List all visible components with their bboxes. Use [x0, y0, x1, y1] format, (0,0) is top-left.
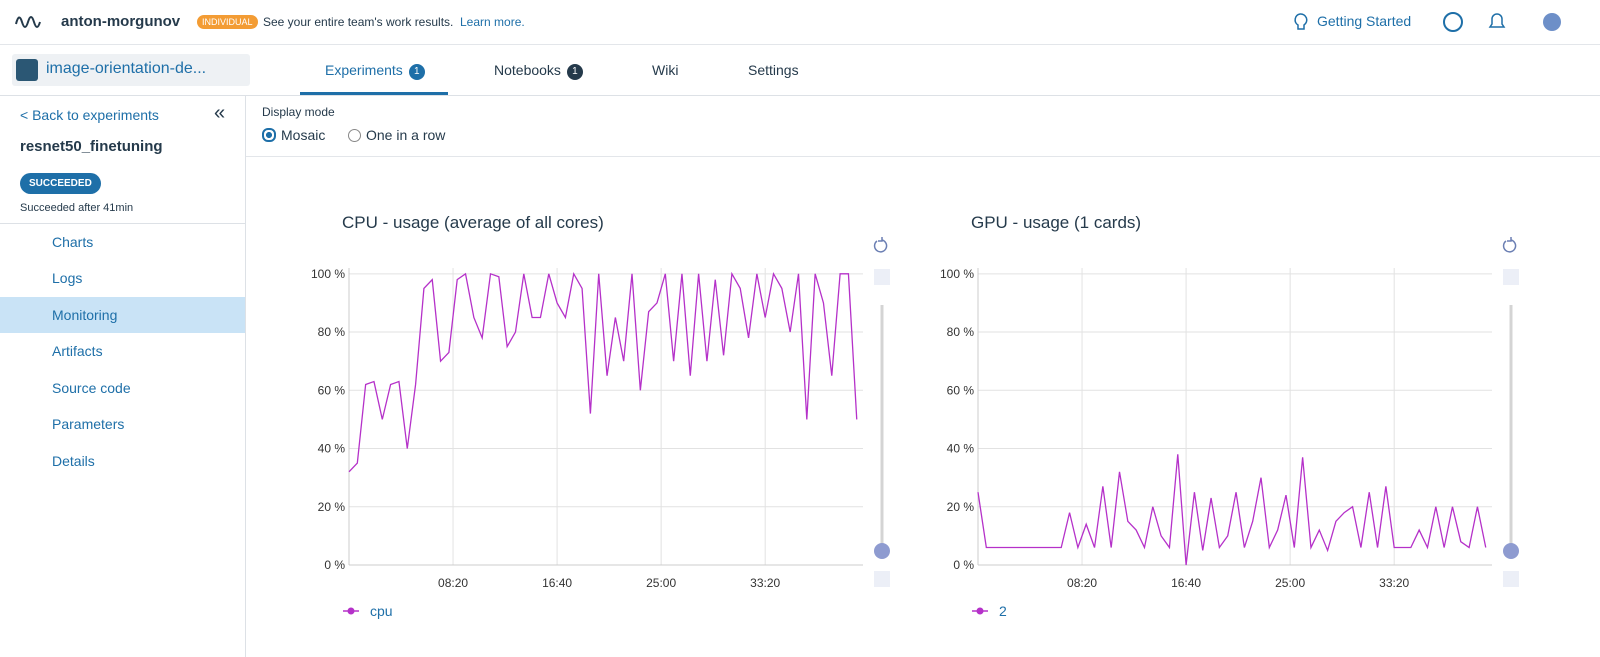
tab-label: Settings — [748, 62, 799, 78]
getting-started[interactable]: Getting Started — [1317, 13, 1412, 29]
menu-item[interactable]: Logs — [52, 270, 83, 286]
y-tick-label: 40 % — [318, 442, 346, 456]
radio-option[interactable]: Mosaic — [262, 127, 325, 143]
back-link[interactable]: < Back to experiments — [20, 107, 159, 123]
y-tick-label: 100 % — [311, 267, 345, 281]
top-bar: anton-morgunov INDIVIDUAL See your entir… — [0, 0, 1600, 45]
status-badge: SUCCEEDED — [20, 173, 101, 194]
legend-label: 2 — [999, 603, 1007, 619]
tab-count: 1 — [566, 64, 583, 80]
top-icons — [1294, 12, 1561, 32]
tab[interactable]: Experiments 1 — [300, 45, 448, 95]
legend-marker — [347, 607, 355, 615]
notice: See your entire team's work results. — [263, 15, 454, 29]
tab[interactable]: Wiki — [652, 45, 678, 95]
project-selector[interactable]: image-orientation-de... — [12, 54, 250, 86]
nav-bar: image-orientation-de... Experiments 1 Not… — [0, 45, 1600, 96]
experiment-name: resnet50_finetuning — [20, 138, 163, 155]
tab-label: Wiki — [652, 62, 679, 78]
zoom-handle — [874, 571, 890, 587]
legend-marker — [976, 607, 984, 615]
status-note: Succeeded after 41min — [20, 202, 134, 214]
menu-item[interactable]: Artifacts — [52, 343, 103, 359]
menu-item[interactable]: Details — [52, 453, 95, 469]
zoom-knob — [874, 543, 890, 559]
sidebar: < Back to experiments « resnet50_finetun… — [0, 96, 246, 657]
radio-option[interactable]: One in a row — [348, 127, 445, 143]
y-tick-label: 20 % — [318, 500, 346, 514]
tab-label: Experiments — [325, 62, 403, 78]
plan-badge: INDIVIDUAL — [197, 15, 258, 29]
zoom-knob — [1503, 543, 1519, 559]
radio-label: Mosaic — [281, 127, 326, 143]
menu-item[interactable]: Parameters — [52, 416, 125, 432]
x-tick-label: 08:20 — [1067, 576, 1097, 590]
y-tick-label: 0 % — [324, 558, 345, 572]
y-tick-label: 100 % — [940, 267, 974, 281]
tab-count: 1 — [408, 64, 425, 80]
tab[interactable]: Notebooks 1 — [494, 45, 583, 95]
menu-item[interactable]: Monitoring — [0, 297, 245, 333]
x-tick-label: 33:20 — [750, 576, 780, 590]
x-tick-label: 25:00 — [1275, 576, 1305, 590]
y-tick-label: 80 % — [318, 325, 346, 339]
logo[interactable] — [14, 12, 44, 32]
zoom-handle — [874, 269, 890, 285]
reset-zoom — [1502, 237, 1517, 253]
y-tick-label: 80 % — [947, 325, 975, 339]
learn-more[interactable]: Learn more. — [460, 15, 525, 29]
y-tick-label: 0 % — [953, 558, 974, 572]
chart-title: CPU - usage (average of all cores) — [342, 213, 604, 232]
tab[interactable]: Settings — [748, 45, 799, 95]
x-tick-label: 25:00 — [646, 576, 676, 590]
tab-label: Notebooks — [494, 62, 561, 78]
zoom-handle — [1503, 571, 1519, 587]
y-tick-label: 40 % — [947, 442, 975, 456]
radio-label: One in a row — [366, 127, 446, 143]
project-name: image-orientation-de... — [46, 60, 207, 77]
series-line — [977, 454, 1487, 566]
y-tick-label: 60 % — [947, 383, 975, 397]
y-tick-label: 60 % — [318, 383, 346, 397]
menu-item[interactable]: Charts — [52, 234, 94, 250]
brand[interactable]: anton-morgunov — [61, 13, 181, 30]
zoom-handle — [1503, 269, 1519, 285]
menu-item[interactable]: Source code — [52, 380, 131, 396]
x-tick-label: 16:40 — [542, 576, 572, 590]
reset-zoom — [873, 237, 888, 253]
x-tick-label: 16:40 — [1171, 576, 1201, 590]
x-tick-label: 08:20 — [438, 576, 468, 590]
series-line — [348, 271, 858, 473]
chart-title: GPU - usage (1 cards) — [971, 213, 1141, 232]
y-tick-label: 20 % — [947, 500, 975, 514]
collapse[interactable]: « — [214, 102, 226, 124]
display-mode-label: Display mode — [262, 105, 335, 119]
x-tick-label: 33:20 — [1379, 576, 1409, 590]
legend-label: cpu — [370, 603, 393, 619]
